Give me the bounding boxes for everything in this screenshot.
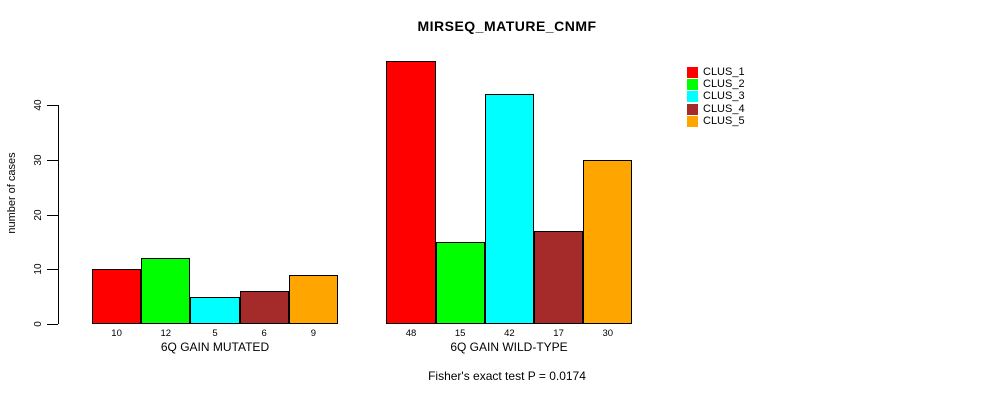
bar-value-label: 48 — [405, 328, 417, 339]
legend-item-clus-3: CLUS_3 — [687, 91, 745, 103]
y-axis-tick — [47, 159, 58, 161]
legend-swatch-clus-1 — [687, 66, 698, 78]
legend-item-clus-2: CLUS_2 — [687, 78, 745, 90]
y-axis-tick-label: 10 — [33, 263, 44, 275]
bar-clus-4-group1 — [239, 291, 289, 324]
legend-label-clus-5: CLUS_5 — [703, 114, 745, 127]
bar-value-label: 9 — [310, 328, 317, 339]
legend: CLUS_1 CLUS_2 CLUS_3 CLUS_4 CLUS_5 — [687, 66, 745, 127]
bar-clus-2-group2 — [435, 241, 485, 324]
y-axis-tick-label: 30 — [33, 154, 44, 166]
y-axis-tick-label: 0 — [33, 321, 44, 327]
bar-value-label: 17 — [553, 328, 564, 339]
bar-value-label: 15 — [454, 328, 466, 339]
bar-clus-1-group1 — [92, 269, 142, 324]
y-axis-tick — [47, 105, 58, 106]
chart-title: MIRSEQ_MATURE_CNMF — [417, 18, 597, 34]
y-axis-line — [58, 105, 59, 324]
bar-clus-4-group2 — [534, 230, 584, 324]
x-group-label-wild-type: 6Q GAIN WILD-TYPE — [450, 340, 568, 354]
legend-item-clus-4: CLUS_4 — [687, 103, 745, 115]
y-axis-tick-label: 20 — [33, 208, 44, 221]
legend-label-clus-1: CLUS_1 — [703, 65, 745, 78]
bar-value-label: 12 — [160, 328, 172, 339]
legend-label-clus-2: CLUS_2 — [703, 77, 745, 90]
legend-swatch-clus-3 — [687, 91, 698, 103]
bar-clus-3-group2 — [484, 94, 534, 324]
fisher-test-annotation: Fisher's exact test P = 0.0174 — [428, 369, 586, 383]
bar-clus-5-group1 — [288, 274, 338, 324]
y-axis-tick — [47, 214, 58, 216]
bar-value-label: 42 — [504, 328, 515, 339]
bar-value-label: 10 — [111, 328, 122, 339]
bar-clus-2-group1 — [141, 258, 191, 324]
y-axis-tick — [47, 269, 58, 271]
legend-swatch-clus-2 — [687, 78, 698, 90]
legend-label-clus-4: CLUS_4 — [703, 102, 745, 115]
bar-clus-3-group1 — [190, 296, 240, 324]
bar-clus-5-group2 — [583, 159, 633, 324]
legend-item-clus-5: CLUS_5 — [687, 115, 745, 127]
bar-value-label: 6 — [261, 328, 267, 339]
legend-label-clus-3: CLUS_3 — [703, 90, 745, 103]
y-axis-tick — [47, 324, 58, 325]
bar-value-label: 5 — [212, 328, 218, 339]
legend-swatch-clus-4 — [687, 103, 698, 115]
x-group-label-mutated: 6Q GAIN MUTATED — [160, 340, 270, 354]
bar-value-label: 30 — [602, 328, 614, 339]
y-axis-tick-label: 40 — [33, 99, 44, 111]
bar-clus-1-group2 — [386, 61, 436, 324]
legend-swatch-clus-5 — [687, 115, 698, 127]
legend-item-clus-1: CLUS_1 — [687, 66, 745, 78]
